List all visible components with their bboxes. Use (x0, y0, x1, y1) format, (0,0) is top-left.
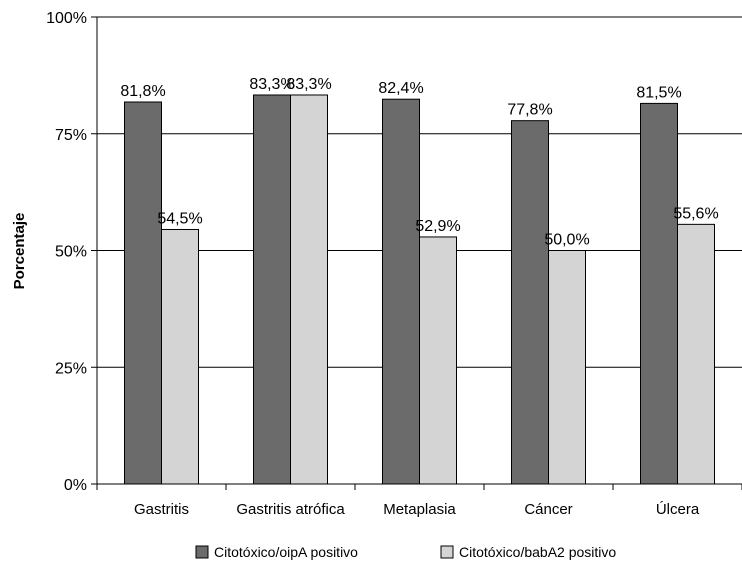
x-tick-label: Gastritis (134, 501, 189, 518)
y-tick-label: 0% (64, 477, 87, 494)
y-tick-label: 75% (55, 127, 87, 144)
data-label: 52,9% (415, 218, 460, 235)
y-tick-label: 25% (55, 360, 87, 377)
bar-oipa (124, 101, 162, 485)
data-label: 82,4% (378, 80, 423, 97)
data-label: 81,5% (636, 84, 681, 101)
data-label: 50,0% (544, 232, 589, 249)
y-tick-label: 100% (46, 10, 87, 27)
legend-swatch (440, 545, 454, 559)
legend-label: Citotóxico/babA2 positivo (459, 544, 616, 560)
bar-baba2 (548, 250, 586, 485)
data-label: 77,8% (507, 102, 552, 119)
bar-baba2 (677, 223, 715, 485)
bar-baba2 (161, 228, 199, 485)
data-labels: 81,8% 54,5% 83,3%83,3% 82,4% 52,9% 77,8% 50,0%… (120, 76, 718, 249)
x-tick-label: Metaplasia (383, 501, 456, 518)
x-tick-label: Cáncer (524, 501, 572, 518)
bar-baba2 (290, 94, 328, 485)
y-tick-label: 50% (55, 244, 87, 261)
data-label: 55,6% (673, 205, 718, 222)
bar-oipa (511, 120, 549, 485)
legend-swatch (195, 545, 209, 559)
y-axis-label: Porcentaje (11, 213, 28, 290)
tick-labels: 0% 25% 50% 75% 100% Gastritis Gastritis atrófi… (46, 10, 700, 518)
data-label: 83,3% (249, 76, 294, 93)
data-label: 83,3% (286, 76, 331, 93)
bar-baba2 (419, 236, 457, 485)
bars (124, 94, 715, 485)
x-tick-label: Gastritis atrófica (236, 501, 345, 518)
x-tick-label: Úlcera (656, 501, 700, 518)
bar-oipa (253, 94, 291, 485)
bar-oipa (640, 102, 678, 485)
data-label: 54,5% (157, 210, 202, 227)
data-label: 81,8% (120, 83, 165, 100)
legend: Citotóxico/oipA positivo Citotóxico/babA2… (195, 544, 616, 560)
legend-label: Citotóxico/oipA positivo (214, 544, 358, 560)
bar-oipa (382, 98, 420, 485)
